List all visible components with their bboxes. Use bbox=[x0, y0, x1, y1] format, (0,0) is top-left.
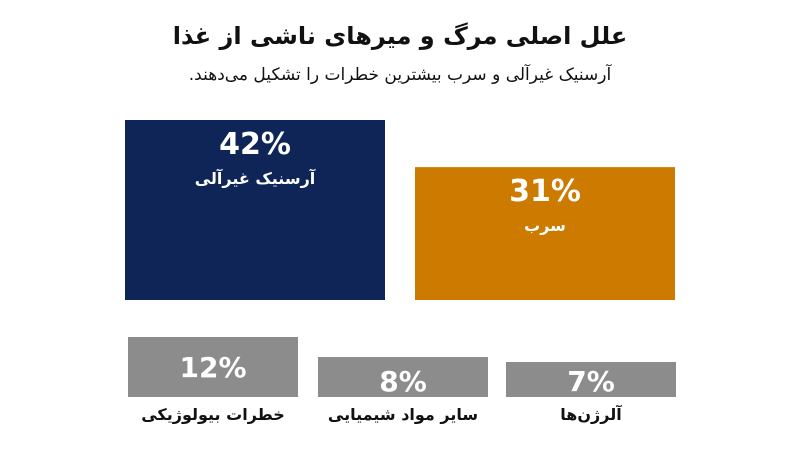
category-label: سایر مواد شیمیایی bbox=[328, 405, 478, 424]
category-label: سرب bbox=[524, 216, 566, 235]
value-label: 12% bbox=[179, 351, 246, 384]
bar bbox=[128, 337, 298, 397]
category-label: آرسنیک غیرآلی bbox=[195, 168, 316, 188]
category-label: آلرژن‌ها bbox=[560, 404, 622, 424]
chart-subtitle: آرسنیک غیرآلی و سرب بیشترین خطرات را تشک… bbox=[189, 63, 613, 85]
bar bbox=[318, 357, 488, 397]
value-label: 31% bbox=[509, 174, 581, 209]
bar bbox=[125, 120, 385, 300]
bar bbox=[506, 362, 676, 397]
value-label: 42% bbox=[219, 127, 291, 162]
category-label: خطرات بیولوژیکی bbox=[141, 405, 285, 424]
chart-title: علل اصلی مرگ و میرهای ناشی از غذا bbox=[173, 22, 628, 50]
value-label: 7% bbox=[567, 365, 615, 398]
bar bbox=[415, 167, 675, 300]
value-label: 8% bbox=[379, 365, 427, 398]
